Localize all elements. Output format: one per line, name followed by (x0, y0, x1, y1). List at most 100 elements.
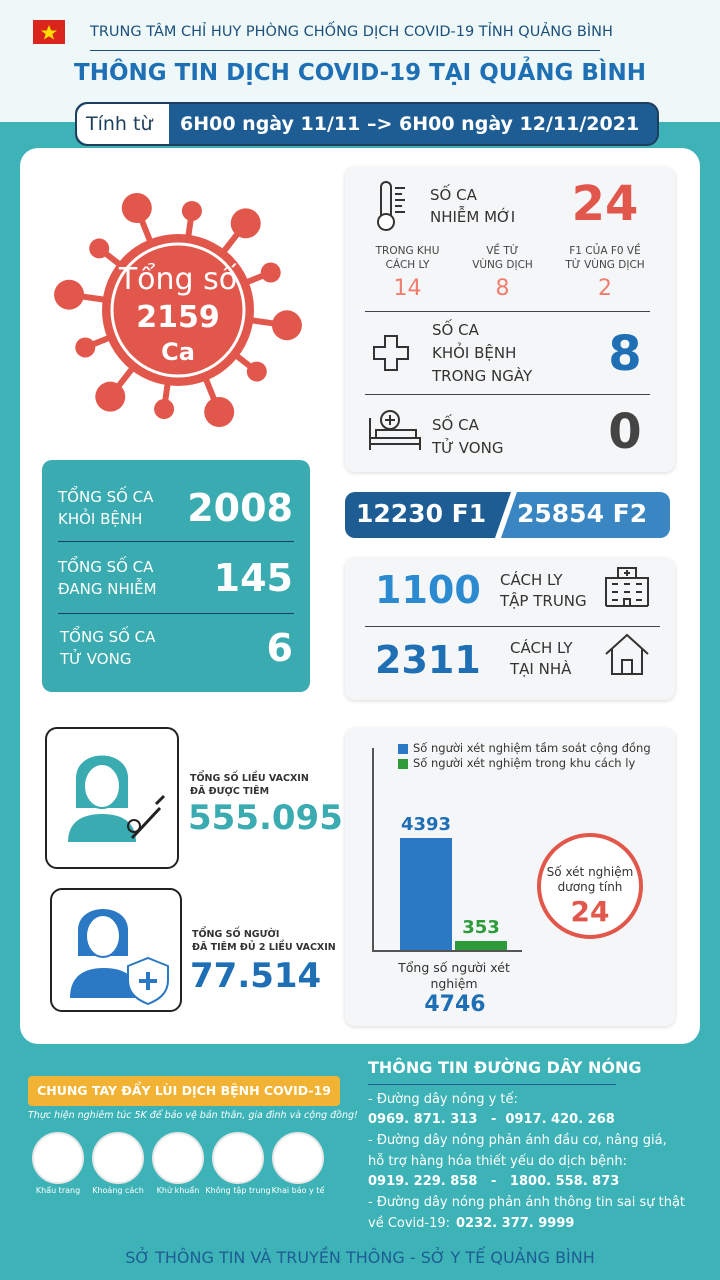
isolation-label: CÁCH LY TẠI NHÀ (510, 638, 573, 680)
person-icon (70, 909, 169, 1006)
icon-stroke (612, 570, 642, 606)
f1-bg (345, 492, 511, 538)
icon-stroke (385, 415, 395, 425)
virus-knob (181, 200, 202, 221)
hotline-number: 0919. 229. 858 - 1800. 558. 873 (368, 1174, 620, 1189)
line: KHỎI BỆNH (58, 510, 143, 528)
hospital-icon (605, 567, 649, 607)
positive-circle (537, 833, 643, 939)
positive-label: Số xét nghiệm dương tính (546, 865, 634, 894)
divider (58, 613, 294, 614)
total-row-value: 6 (266, 626, 293, 670)
hotline-line: hỗ trợ hàng hóa thiết yếu do dịch bệnh: (368, 1154, 628, 1169)
hotline-title: THÔNG TIN ĐƯỜNG DÂY NÓNG (368, 1058, 642, 1077)
total-label: Tổng số (118, 262, 238, 297)
isolation-box (345, 558, 675, 700)
legend-swatch (398, 759, 408, 769)
hotline-rule (368, 1084, 616, 1085)
campaign-icon (32, 1132, 84, 1184)
breakdown-label: VỀ TỪ VÙNG DỊCH (455, 244, 550, 272)
hotline-number: 0232. 377. 9999 (456, 1216, 575, 1231)
daily-box (345, 167, 675, 472)
death-value: 0 (608, 404, 642, 460)
divider (365, 394, 650, 395)
period: 6H00 ngày 11/11 –> 6H00 ngày 12/11/2021 (180, 113, 640, 135)
vaccine-value: 77.514 (190, 956, 322, 996)
period-label-bg (77, 104, 169, 144)
legend-label: Số người xét nghiệm trong khu cách ly (413, 756, 636, 770)
face (85, 914, 121, 958)
line: VÙNG DỊCH (472, 259, 533, 271)
breakdown-label: TRONG KHU CÁCH LY (360, 244, 455, 272)
divider (365, 626, 660, 627)
icon-stroke (377, 213, 395, 231)
virus-body (102, 234, 254, 386)
death-label: SỐ CA (432, 416, 479, 434)
new-value: 24 (571, 176, 639, 232)
line: TẠI NHÀ (510, 660, 572, 678)
divider (365, 311, 650, 312)
house-icon (605, 633, 649, 675)
campaign-item-label: Khẩu trang (35, 1186, 81, 1195)
footer: SỞ THÔNG TIN VÀ TRUYỀN THÔNG - SỞ Y TẾ Q… (125, 1248, 595, 1267)
divider (58, 541, 294, 542)
line: ĐÃ TIÊM ĐỦ 2 LIỀU VACXIN (192, 942, 336, 953)
total-row-label: TỔNG SỐ CA KHỎI BỆNH (58, 486, 153, 530)
line: TỔNG SỐ CA (58, 558, 154, 576)
line: TỪ VÙNG DỊCH (565, 259, 645, 271)
campaign-item-label: Khoảng cách (92, 1186, 144, 1195)
period-label: Tính từ (86, 113, 153, 135)
syringe-cap (127, 819, 141, 833)
axis-line (372, 748, 374, 951)
recovered-value: 8 (608, 326, 642, 382)
total-row-value: 145 (213, 556, 293, 600)
icon-stroke (373, 335, 409, 371)
virus-knob (204, 396, 235, 427)
bar-value-label: 353 (462, 917, 500, 938)
campaign-icon (272, 1132, 324, 1184)
virus-knob (246, 361, 267, 382)
virus-knob (154, 399, 175, 420)
line: CÁCH LY (510, 639, 573, 657)
plus-icon (373, 335, 409, 371)
line: TỔNG SỐ LIỀU VACXIN (190, 773, 309, 784)
line: F1 CỦA F0 VỀ (569, 245, 641, 257)
new-label: NHIỄM MỚI (430, 208, 516, 226)
isolation-label: CÁCH LY TẬP TRUNG (500, 570, 587, 612)
vaccine-frame (45, 727, 179, 869)
recovered-label: SỐ CA (432, 321, 479, 339)
line: TẬP TRUNG (500, 592, 587, 610)
isolation-value: 2311 (375, 638, 481, 682)
f2-bg (501, 492, 670, 538)
total-row-label: TỔNG SỐ CA TỬ VONG (60, 626, 155, 670)
virus-knob (121, 193, 152, 224)
line: ĐANG NHIỄM (58, 580, 157, 598)
total-row-value: 2008 (187, 486, 293, 530)
header-band (0, 0, 720, 122)
totals-box (42, 460, 310, 692)
line: TỔNG SỐ CA (60, 628, 156, 646)
campaign-icon (212, 1132, 264, 1184)
shield-cross (139, 972, 157, 990)
breakdown-label: F1 CỦA F0 VỀ TỪ VÙNG DỊCH (555, 244, 655, 272)
isolation-value: 1100 (375, 568, 481, 612)
nurse-icon (68, 755, 166, 842)
virus-knob (89, 238, 110, 259)
syringe (130, 794, 166, 840)
line: CÁCH LY (385, 259, 430, 271)
f2-count: 25854 F2 (517, 499, 648, 528)
total-unit: Ca (161, 338, 195, 366)
body (68, 814, 136, 842)
icon-stroke (605, 633, 649, 675)
vaccine-label: TỔNG SỐ LIỀU VACXIN ĐÃ ĐƯỢC TIÊM (190, 772, 309, 798)
icon-stroke (369, 418, 421, 450)
thermometer-icon (377, 181, 405, 231)
f1-count: 12230 F1 (356, 499, 487, 528)
body (70, 968, 138, 998)
vaccine-frame (50, 888, 182, 1012)
hotline-number: 0969. 871. 313 - 0917. 420. 268 (368, 1112, 615, 1127)
bar (400, 838, 452, 950)
face (83, 763, 121, 809)
bar (455, 941, 507, 950)
